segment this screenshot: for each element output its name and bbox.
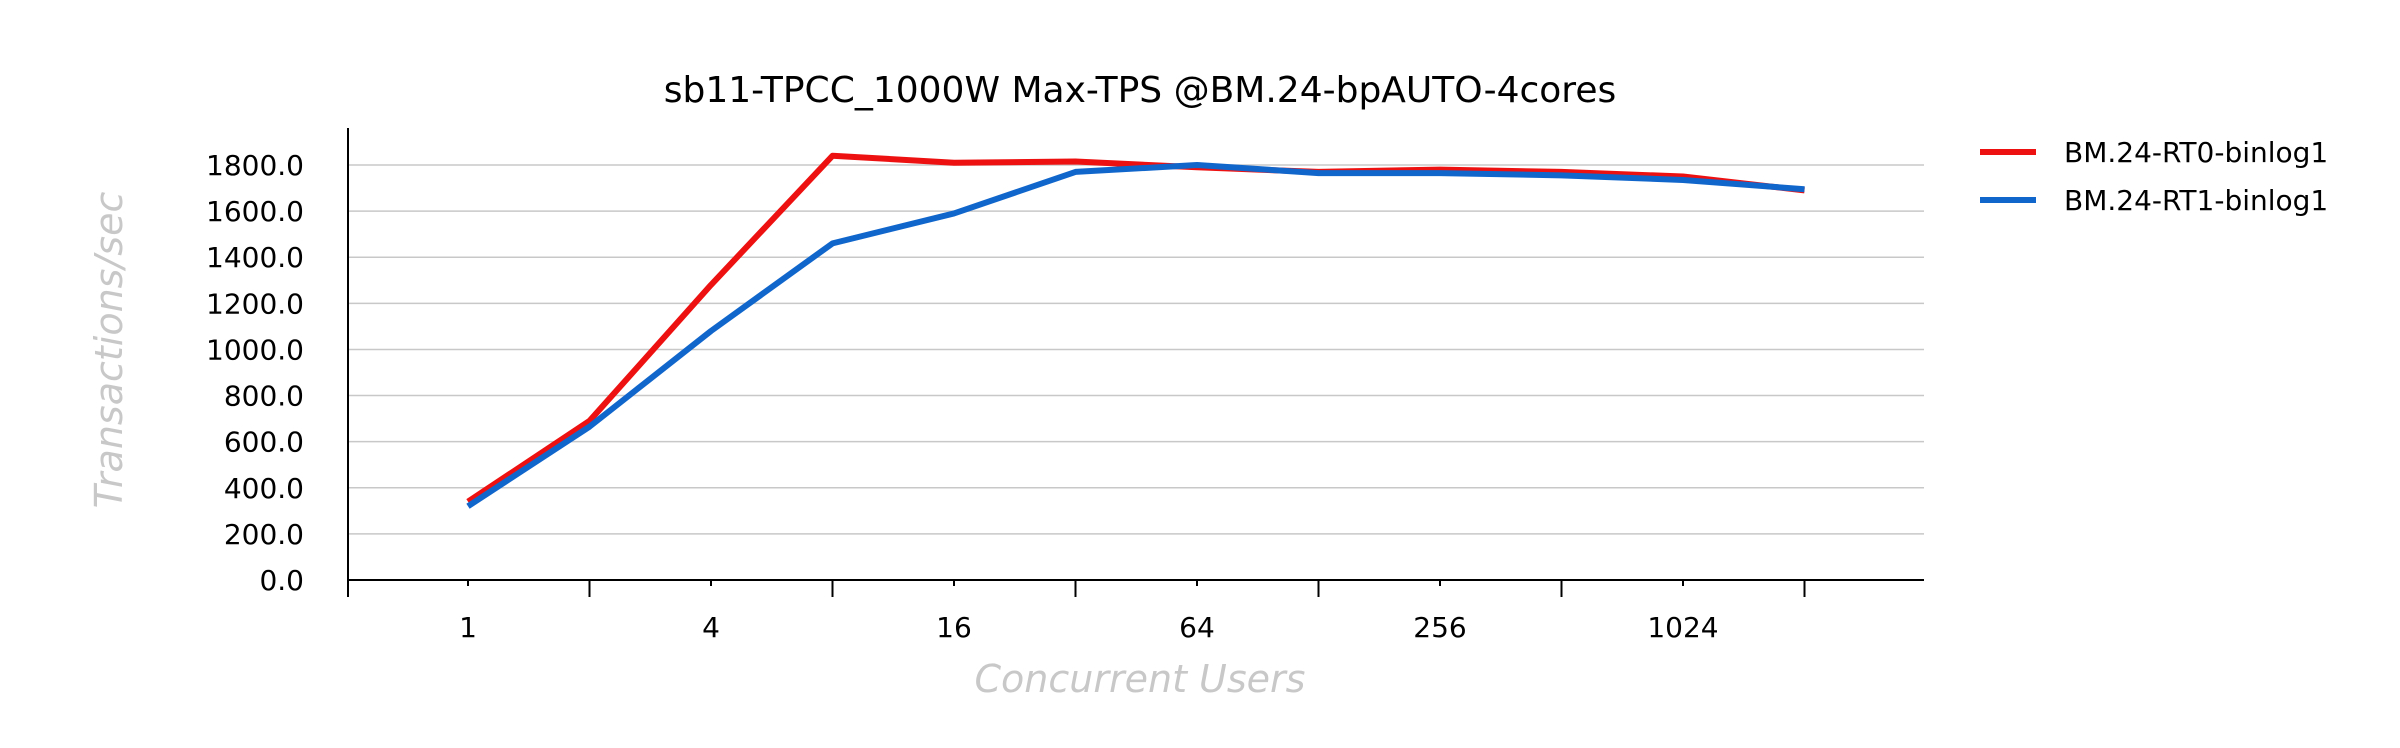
y-axis-ticks: 0.0 200.0 400.0 600.0 800.0 1000.0 1200.0 1400.… xyxy=(206,149,304,597)
x-tick-label: 16 xyxy=(936,611,972,644)
y-tick-label: 1600.0 xyxy=(206,195,304,228)
x-tick-label: 256 xyxy=(1413,611,1466,644)
y-tick-label: 800.0 xyxy=(224,380,304,413)
y-tick-label: 1800.0 xyxy=(206,149,304,182)
x-tick-label: 4 xyxy=(702,611,720,644)
series-line-BM.24-RT0-binlog1 xyxy=(466,152,1805,505)
x-axis-ticks: 1 4 16 64 256 1024 xyxy=(347,580,1806,644)
legend: BM.24-RT0-binlog1 BM.24-RT1-binlog1 xyxy=(1980,136,2328,217)
chart-title: sb11-TPCC_1000W Max-TPS @BM.24-bpAUTO-4c… xyxy=(664,70,1616,111)
series-lines xyxy=(466,152,1805,509)
legend-label: BM.24-RT0-binlog1 xyxy=(2064,136,2328,169)
x-tick-label: 64 xyxy=(1179,611,1215,644)
x-tick-label: 1024 xyxy=(1647,611,1718,644)
axes xyxy=(347,128,1924,581)
y-tick-label: 400.0 xyxy=(224,472,304,505)
y-tick-label: 600.0 xyxy=(224,426,304,459)
x-tick-label: 1 xyxy=(459,611,477,644)
y-tick-label: 0.0 xyxy=(259,564,304,597)
series-line-BM.24-RT1-binlog1 xyxy=(466,162,1805,509)
y-tick-label: 200.0 xyxy=(224,518,304,551)
grid xyxy=(348,164,1924,535)
y-tick-label: 1200.0 xyxy=(206,287,304,320)
y-tick-label: 1000.0 xyxy=(206,333,304,366)
y-tick-label: 1400.0 xyxy=(206,241,304,274)
x-axis-title: Concurrent Users xyxy=(975,657,1306,701)
y-axis-title: Transactions/sec xyxy=(87,192,131,509)
legend-label: BM.24-RT1-binlog1 xyxy=(2064,184,2328,217)
